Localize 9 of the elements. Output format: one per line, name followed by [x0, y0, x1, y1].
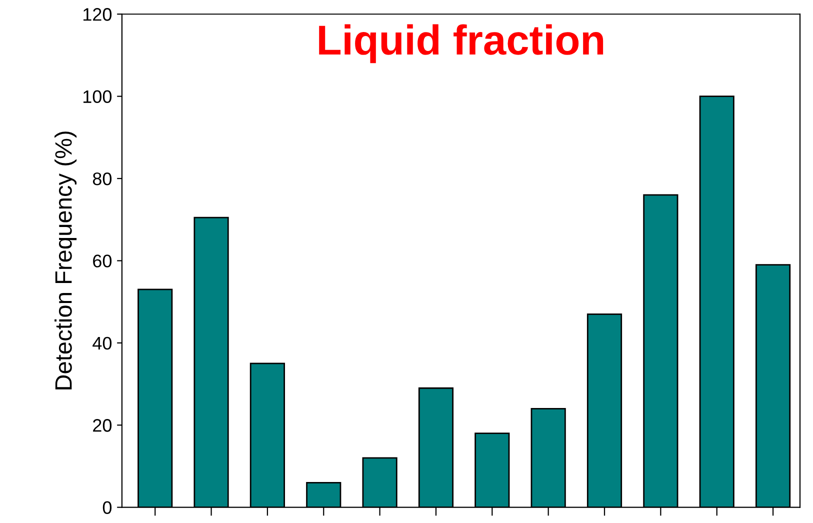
y-tick-label: 60 — [93, 254, 112, 268]
y-tick-label: 20 — [93, 419, 112, 432]
y-tick-label: 120 — [83, 8, 112, 21]
y-axis-title: Detection Frequency (%) — [54, 132, 77, 390]
y-tick-label: 100 — [83, 90, 112, 104]
y-tick-label: 40 — [92, 336, 112, 350]
chart-title: Liquid fraction — [319, 24, 604, 64]
y-tick-label: 80 — [92, 172, 112, 186]
y-tick-label: 0 — [102, 501, 112, 514]
